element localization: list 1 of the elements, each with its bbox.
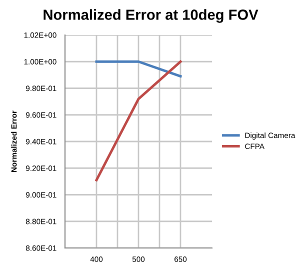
chart-title: Normalized Error at 10deg FOV (44, 9, 258, 23)
